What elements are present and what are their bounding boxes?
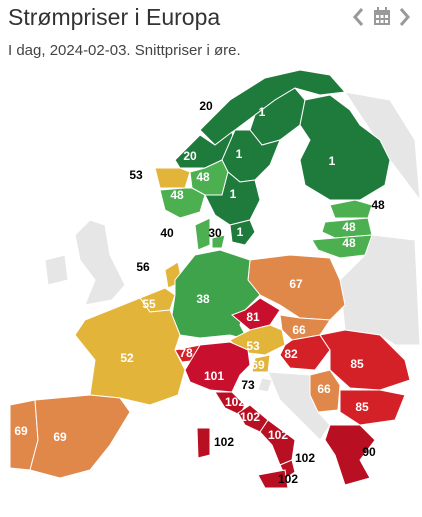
price-label: 69 — [53, 430, 67, 444]
region — [324, 424, 376, 486]
region — [196, 427, 211, 459]
prev-button[interactable] — [350, 6, 366, 28]
price-label: 73 — [241, 378, 255, 392]
price-label: 102 — [268, 428, 288, 442]
price-label: 81 — [246, 310, 260, 324]
region — [299, 94, 391, 201]
price-label: 1 — [230, 187, 237, 201]
region — [279, 334, 331, 371]
price-label: 1 — [329, 154, 336, 168]
calendar-button[interactable] — [372, 6, 392, 28]
price-label: 48 — [371, 198, 385, 212]
price-label: 85 — [355, 400, 369, 414]
price-label: 69 — [251, 358, 265, 372]
price-label: 85 — [350, 357, 364, 371]
region — [251, 354, 271, 373]
price-label: 20 — [199, 99, 213, 113]
price-label: 101 — [204, 369, 224, 383]
title: Strømpriser i Europa — [8, 4, 221, 30]
price-label: 56 — [136, 260, 150, 274]
land-grey — [74, 219, 126, 306]
region — [154, 167, 191, 189]
region — [229, 219, 256, 246]
region — [319, 329, 411, 391]
price-label: 102 — [278, 472, 298, 486]
price-label: 52 — [120, 351, 134, 365]
price-label: 48 — [342, 220, 356, 234]
price-label: 102 — [214, 435, 234, 449]
price-label: 69 — [14, 424, 28, 438]
region — [257, 469, 289, 489]
region — [329, 199, 373, 219]
next-button[interactable] — [397, 6, 413, 28]
price-label: 67 — [289, 277, 303, 291]
region — [257, 377, 273, 393]
price-label: 20 — [183, 149, 197, 163]
price-label: 78 — [179, 346, 193, 360]
region — [211, 234, 226, 249]
price-label: 1 — [259, 105, 266, 119]
price-label: 1 — [236, 147, 243, 161]
land-grey — [44, 254, 69, 286]
region — [259, 419, 296, 466]
region — [29, 394, 131, 479]
price-label: 1 — [237, 225, 244, 239]
price-label: 102 — [295, 451, 315, 465]
price-label: 102 — [240, 410, 260, 424]
price-label: 102 — [225, 395, 245, 409]
price-label: 55 — [142, 297, 156, 311]
price-label: 53 — [129, 168, 143, 182]
price-label: 48 — [342, 236, 356, 250]
price-label: 38 — [196, 292, 210, 306]
price-label: 66 — [292, 323, 306, 337]
price-label: 48 — [170, 188, 184, 202]
price-label: 40 — [160, 226, 174, 240]
region — [159, 187, 206, 219]
region — [194, 217, 211, 251]
subtitle: I dag, 2024-02-03. Snittpriser i øre. — [8, 42, 241, 59]
region — [309, 369, 341, 413]
price-label: 30 — [208, 226, 222, 240]
price-label: 48 — [196, 170, 210, 184]
price-label: 53 — [246, 339, 260, 353]
price-label: 90 — [362, 445, 376, 459]
region — [311, 234, 373, 259]
region — [204, 171, 261, 226]
price-label: 82 — [284, 347, 298, 361]
price-label: 66 — [317, 382, 331, 396]
region — [184, 341, 251, 393]
region — [339, 389, 406, 426]
